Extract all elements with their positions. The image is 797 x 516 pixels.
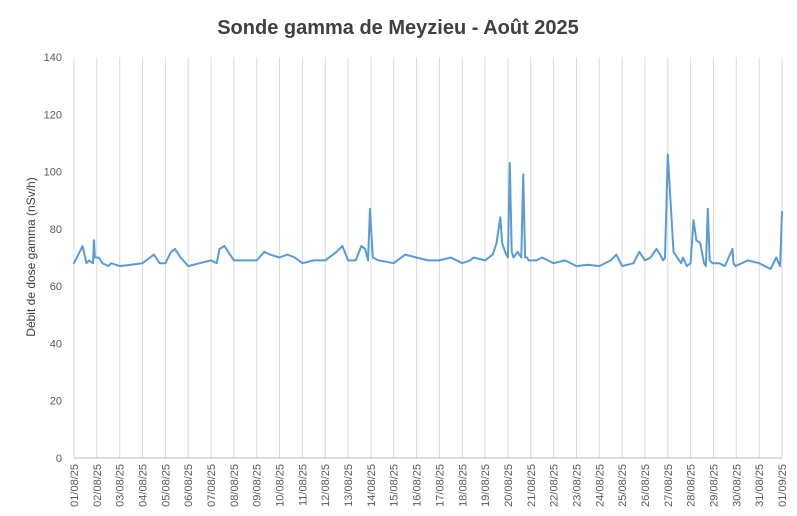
x-tick-label: 29/08/25 xyxy=(708,464,720,507)
x-tick-label: 03/08/25 xyxy=(115,464,127,507)
x-tick-label: 27/08/25 xyxy=(663,464,675,507)
x-tick-label: 26/08/25 xyxy=(640,464,652,507)
series-layer xyxy=(73,153,783,270)
x-tick-label: 24/08/25 xyxy=(594,464,606,507)
x-tick-label: 09/08/25 xyxy=(252,464,264,507)
x-tick-label: 28/08/25 xyxy=(686,464,698,507)
x-tick-label: 20/08/25 xyxy=(503,464,515,507)
x-tick-label: 06/08/25 xyxy=(183,464,195,507)
x-tick-label: 04/08/25 xyxy=(138,464,150,507)
y-tick-label: 60 xyxy=(50,281,62,293)
axes xyxy=(73,57,782,459)
x-tick-label: 08/08/25 xyxy=(229,464,241,507)
x-tick-label: 19/08/25 xyxy=(480,464,492,507)
x-tick-label: 05/08/25 xyxy=(160,464,172,507)
gridlines xyxy=(73,57,783,458)
chart-title: Sonde gamma de Meyzieu - Août 2025 xyxy=(217,17,579,39)
x-tick-label: 25/08/25 xyxy=(617,464,629,507)
x-tick-label: 02/08/25 xyxy=(92,464,104,507)
x-tick-labels: 01/08/25 02/08/25 03/08/25 04/08/25 05/08/25… xyxy=(69,464,789,507)
x-tick-label: 31/08/25 xyxy=(754,464,766,507)
x-tick-label: 11/08/25 xyxy=(297,464,309,506)
x-tick-label: 18/08/25 xyxy=(457,464,469,507)
y-tick-label: 20 xyxy=(50,396,62,408)
x-tick-label: 23/08/25 xyxy=(571,464,583,507)
x-tick-label: 15/08/25 xyxy=(389,464,401,507)
y-tick-label: 140 xyxy=(44,52,62,64)
x-tick-label: 16/08/25 xyxy=(412,464,424,507)
y-tick-label: 80 xyxy=(50,224,62,236)
x-tick-label: 21/08/25 xyxy=(526,464,538,507)
y-tick-label: 0 xyxy=(56,453,62,465)
y-tick-label: 120 xyxy=(44,109,62,121)
x-tick-label: 07/08/25 xyxy=(206,464,218,507)
y-axis-label: Débit de dose gamma (nSv/h) xyxy=(24,177,38,336)
x-tick-label: 12/08/25 xyxy=(320,464,332,507)
y-tick-label: 40 xyxy=(50,338,62,350)
x-tick-label: 30/08/25 xyxy=(731,464,743,507)
x-tick-label: 22/08/25 xyxy=(549,464,561,507)
y-tick-label: 100 xyxy=(44,167,62,179)
y-tick-labels: 0 20 40 60 80 100 120 140 xyxy=(44,52,62,465)
x-tick-label: 17/08/25 xyxy=(434,464,446,507)
x-tick-label: 01/09/25 xyxy=(777,464,789,507)
x-tick-label: 10/08/25 xyxy=(275,464,287,507)
series-line xyxy=(73,153,783,270)
x-tick-label: 14/08/25 xyxy=(366,464,378,507)
x-tick-label: 13/08/25 xyxy=(343,464,355,507)
x-tick-label: 01/08/25 xyxy=(69,464,81,507)
